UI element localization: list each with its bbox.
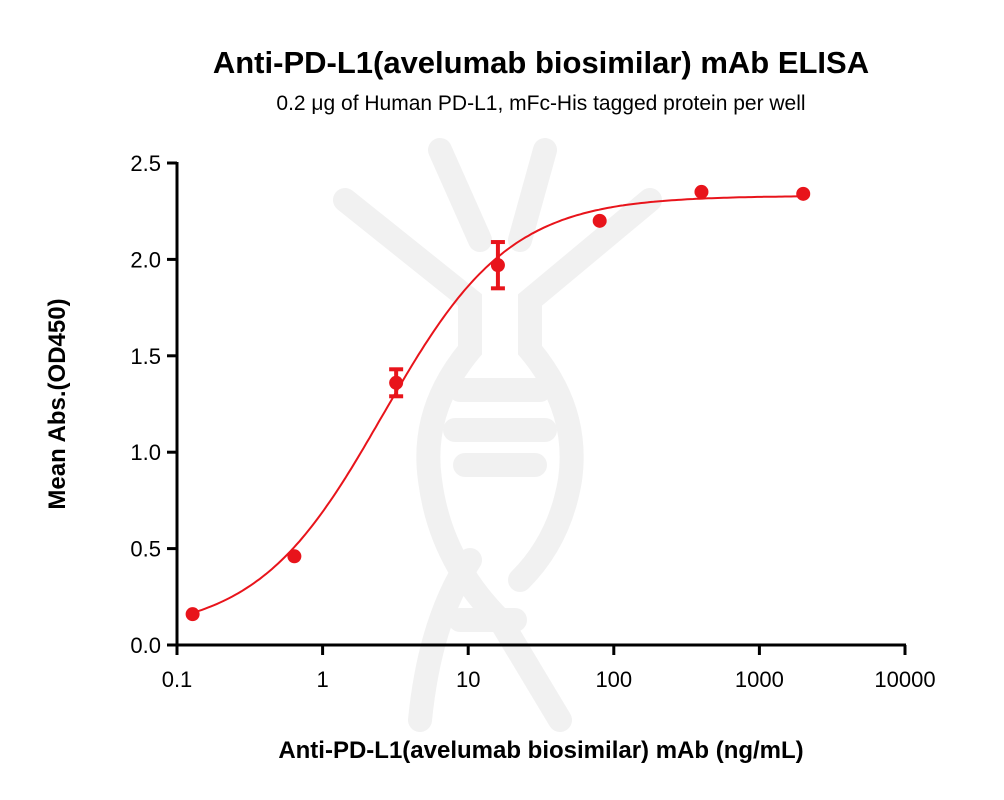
x-tick-label: 100 — [595, 667, 632, 692]
y-tick-label: 0.5 — [130, 537, 161, 562]
axes: 0.0 0.5 1.0 1.5 2.0 2.5 0.1 1 10 100 1000 10000 — [130, 151, 935, 692]
data-point — [694, 184, 709, 199]
y-tick-label: 2.0 — [130, 247, 161, 272]
x-tick-label: 0.1 — [162, 667, 193, 692]
y-axis-label: Mean Abs.(OD450) — [44, 298, 71, 509]
data-point — [592, 213, 607, 228]
x-tick-label: 1000 — [735, 667, 784, 692]
data-point — [287, 549, 302, 564]
data-point — [796, 186, 811, 201]
chart-title: Anti-PD-L1(avelumab biosimilar) mAb ELIS… — [213, 45, 869, 80]
dna-watermark — [333, 138, 662, 732]
x-axis-label: Anti-PD-L1(avelumab biosimilar) mAb (ng/… — [278, 737, 803, 764]
data-point — [490, 258, 505, 273]
y-tick-label: 2.5 — [130, 151, 161, 176]
x-tick-label: 10 — [456, 667, 480, 692]
data-point — [185, 607, 200, 622]
y-tick-label: 1.5 — [130, 344, 161, 369]
x-tick-label: 1 — [316, 667, 328, 692]
chart-subtitle: 0.2 μg of Human PD-L1, mFc-His tagged pr… — [276, 92, 805, 115]
data-points — [185, 184, 811, 622]
x-tick-label: 10000 — [874, 667, 935, 692]
y-tick-label: 0.0 — [130, 633, 161, 658]
data-point — [389, 375, 404, 390]
y-tick-label: 1.0 — [130, 440, 161, 465]
